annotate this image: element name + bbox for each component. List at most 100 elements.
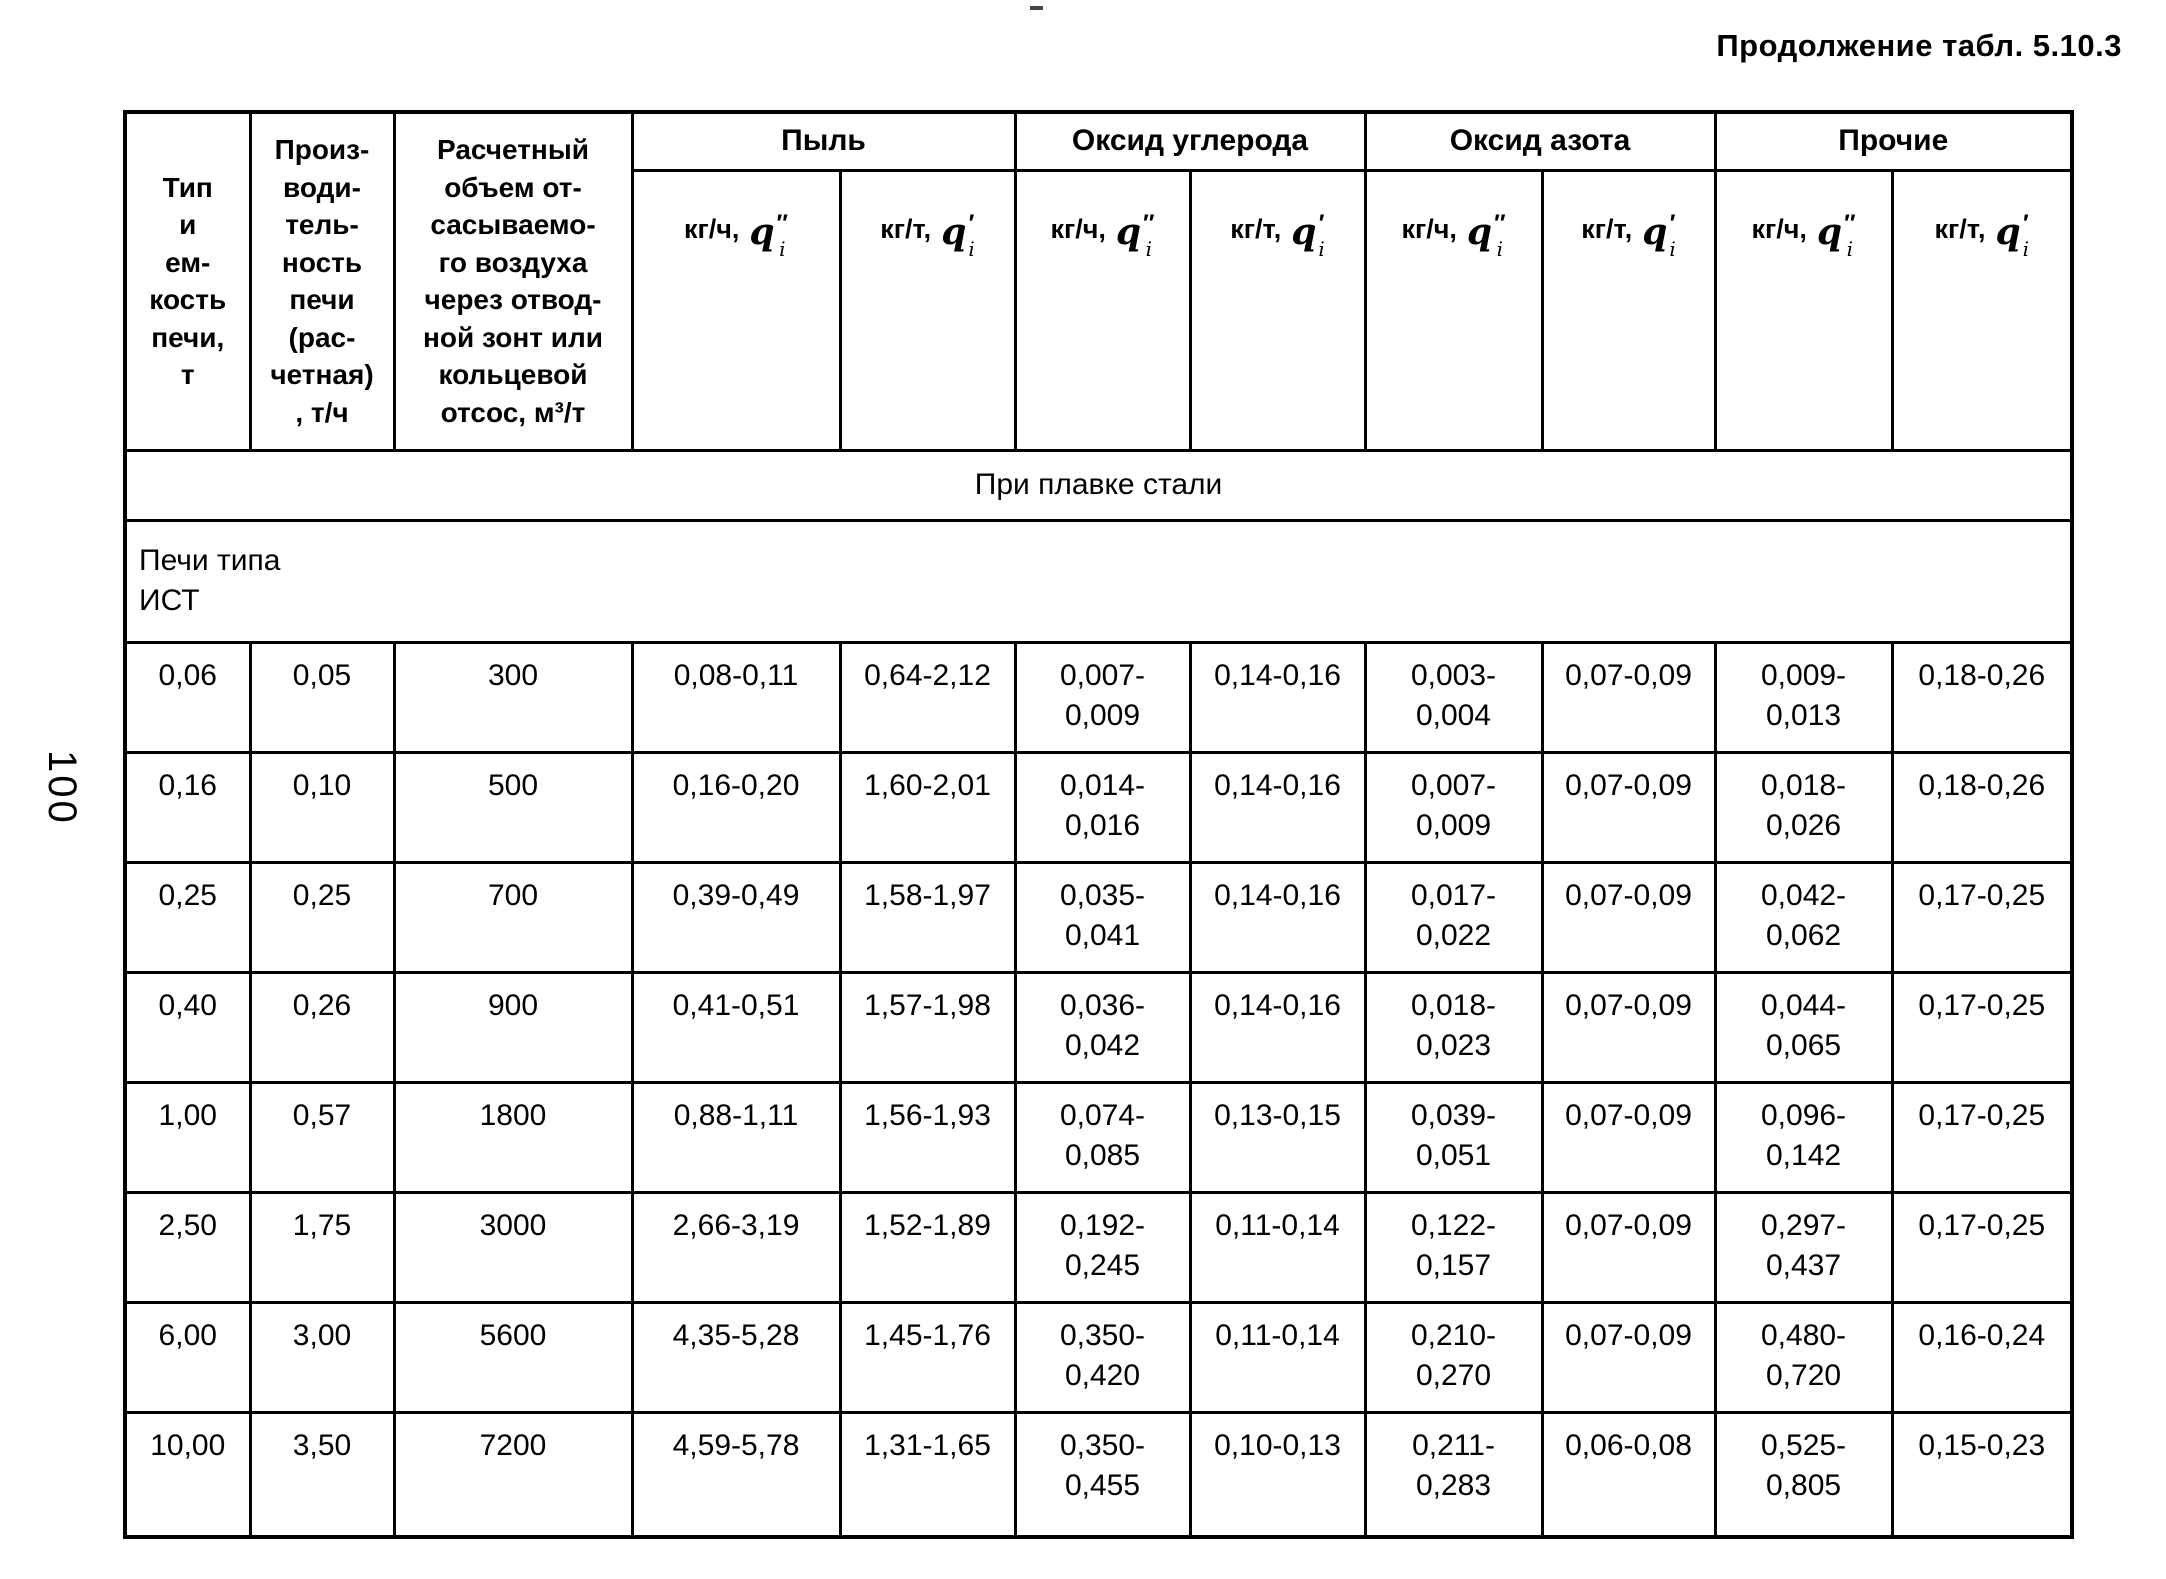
table-cell: 1,52-1,89	[838, 1190, 1017, 1304]
page-number: 100	[40, 750, 84, 826]
table-cell: 0,039- 0,051	[1363, 1080, 1544, 1194]
table-cell: 0,074- 0,085	[1013, 1080, 1192, 1194]
table-row: 0,25 0,25 700 0,39-0,49 1,58-1,97 0,035-…	[123, 860, 2074, 974]
table-cell: 0,16-0,20	[630, 750, 842, 864]
table-cell: 0,05	[248, 640, 396, 754]
table-cell: 0,035- 0,041	[1013, 860, 1192, 974]
table-cell: 0,11-0,14	[1188, 1300, 1367, 1414]
table-cell: 0,18-0,26	[1890, 640, 2074, 754]
table-cell: 7200	[392, 1410, 634, 1539]
q-symbol: q ″ i	[749, 209, 789, 261]
table-cell: 0,14-0,16	[1188, 860, 1367, 974]
group-header-carbon-oxide: Оксид углерода	[1013, 110, 1367, 172]
table-cell: 0,16	[123, 750, 252, 864]
column-header-air-volume: Расчетный объем от- сасываемо- го воздух…	[392, 110, 634, 452]
table-cell: 0,25	[248, 860, 396, 974]
table-cell: 3000	[392, 1190, 634, 1304]
table-cell: 0,525- 0,805	[1713, 1410, 1894, 1539]
table-cell: 0,07-0,09	[1540, 860, 1717, 974]
table-cell: 1,31-1,65	[838, 1410, 1017, 1539]
q-symbol: q ″ i	[1816, 209, 1856, 261]
table-cell: 0,007- 0,009	[1013, 640, 1192, 754]
table-cell: 0,07-0,09	[1540, 1300, 1717, 1414]
unit-label: кг/т,	[1230, 213, 1282, 244]
table-cell: 1,56-1,93	[838, 1080, 1017, 1194]
furnace-type-label: Печи типа ИСТ	[123, 518, 2074, 644]
table-cell: 4,59-5,78	[630, 1410, 842, 1539]
table-cell: 0,009- 0,013	[1713, 640, 1894, 754]
scan-artifact-dash	[1030, 6, 1043, 10]
table-cell: 1,57-1,98	[838, 970, 1017, 1084]
table-cell: 3,00	[248, 1300, 396, 1414]
column-header-productivity: Произ- води- тель- ность печи (рас- четн…	[248, 110, 396, 452]
table-row: 0,06 0,05 300 0,08-0,11 0,64-2,12 0,007-…	[123, 640, 2074, 754]
section-title: При плавке стали	[123, 448, 2074, 522]
table-cell: 0,14-0,16	[1188, 640, 1367, 754]
table-cell: 0,15-0,23	[1890, 1410, 2074, 1539]
table-cell: 0,39-0,49	[630, 860, 842, 974]
q-symbol: q ′ i	[1291, 209, 1325, 261]
q-symbol: q ″ i	[1466, 209, 1506, 261]
table-cell: 0,17-0,25	[1890, 1190, 2074, 1304]
table-cell: 300	[392, 640, 634, 754]
q-symbol: q ′ i	[1642, 209, 1676, 261]
subcolumn-header: кг/ч, q ″ i	[630, 168, 842, 452]
table-cell: 900	[392, 970, 634, 1084]
q-symbol: q ″ i	[1115, 209, 1155, 261]
table-cell: 1,60-2,01	[838, 750, 1017, 864]
table-cell: 2,66-3,19	[630, 1190, 842, 1304]
table-cell: 700	[392, 860, 634, 974]
table-cell: 0,018- 0,023	[1363, 970, 1544, 1084]
table-cell: 0,10-0,13	[1188, 1410, 1367, 1539]
table-row: 0,16 0,10 500 0,16-0,20 1,60-2,01 0,014-…	[123, 750, 2074, 864]
table-cell: 0,11-0,14	[1188, 1190, 1367, 1304]
table-cell: 0,211- 0,283	[1363, 1410, 1544, 1539]
table-cell: 0,10	[248, 750, 396, 864]
table-cell: 0,13-0,15	[1188, 1080, 1367, 1194]
table-row: 6,00 3,00 5600 4,35-5,28 1,45-1,76 0,350…	[123, 1300, 2074, 1414]
table-cell: 0,192- 0,245	[1013, 1190, 1192, 1304]
table-cell: 0,16-0,24	[1890, 1300, 2074, 1414]
unit-label: кг/ч,	[1050, 213, 1106, 244]
table-header-row: Тип и ем- кость печи, т Произ- води- тел…	[123, 110, 2074, 452]
subcolumn-header: кг/т, q ′ i	[1540, 168, 1717, 452]
table-cell: 0,007- 0,009	[1363, 750, 1544, 864]
table-cell: 0,40	[123, 970, 252, 1084]
table-cell: 0,17-0,25	[1890, 970, 2074, 1084]
unit-label: кг/т,	[1934, 213, 1986, 244]
table-row: 10,00 3,50 7200 4,59-5,78 1,31-1,65 0,35…	[123, 1410, 2074, 1539]
table-cell: 0,14-0,16	[1188, 970, 1367, 1084]
unit-label: кг/ч,	[1751, 213, 1807, 244]
table-cell: 0,044- 0,065	[1713, 970, 1894, 1084]
table-cell: 0,26	[248, 970, 396, 1084]
table-cell: 1,45-1,76	[838, 1300, 1017, 1414]
table-cell: 0,07-0,09	[1540, 1080, 1717, 1194]
table-cell: 0,07-0,09	[1540, 640, 1717, 754]
table-cell: 0,88-1,11	[630, 1080, 842, 1194]
table-cell: 1800	[392, 1080, 634, 1194]
table-cell: 0,07-0,09	[1540, 970, 1717, 1084]
table-cell: 1,58-1,97	[838, 860, 1017, 974]
section-title-row: При плавке стали	[123, 448, 2074, 522]
table-row: 1,00 0,57 1800 0,88-1,11 1,56-1,93 0,074…	[123, 1080, 2074, 1194]
subcolumn-header: кг/т, q ′ i	[838, 168, 1017, 452]
table-cell: 0,018- 0,026	[1713, 750, 1894, 864]
q-symbol: q ′ i	[1995, 209, 2030, 261]
table-cell: 2,50	[123, 1190, 252, 1304]
table-cell: 0,096- 0,142	[1713, 1080, 1894, 1194]
table-cell: 0,57	[248, 1080, 396, 1194]
group-header-others: Прочие	[1713, 110, 2074, 172]
table-cell: 0,042- 0,062	[1713, 860, 1894, 974]
table-cell: 0,297- 0,437	[1713, 1190, 1894, 1304]
table-cell: 0,06-0,08	[1540, 1410, 1717, 1539]
subcolumn-header: кг/т, q ′ i	[1188, 168, 1367, 452]
table-cell: 0,41-0,51	[630, 970, 842, 1084]
table-cell: 10,00	[123, 1410, 252, 1539]
unit-label: кг/ч,	[683, 213, 740, 244]
subcolumn-header: кг/ч, q ″ i	[1713, 168, 1894, 452]
table-cell: 3,50	[248, 1410, 396, 1539]
table-cell: 0,350- 0,455	[1013, 1410, 1192, 1539]
unit-label: кг/ч,	[1401, 213, 1457, 244]
table-cell: 0,480- 0,720	[1713, 1300, 1894, 1414]
table-cell: 0,64-2,12	[838, 640, 1017, 754]
